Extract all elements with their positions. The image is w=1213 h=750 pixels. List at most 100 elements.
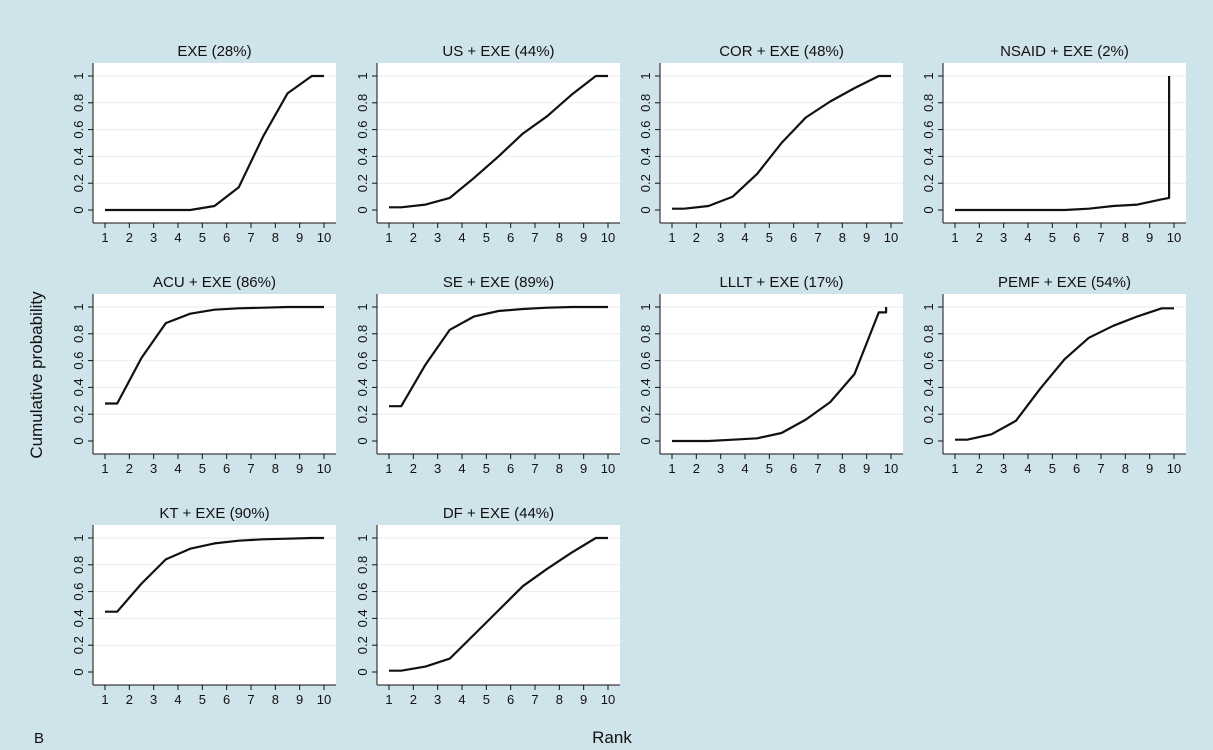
- x-tick-label: 8: [1122, 461, 1129, 476]
- y-tick-label: 0: [355, 437, 370, 444]
- x-tick-label: 7: [247, 461, 254, 476]
- y-tick-label: 0.6: [71, 583, 86, 601]
- series-line: [389, 305, 608, 408]
- x-tick-label: 5: [483, 230, 490, 245]
- x-tick-label: 2: [693, 461, 700, 476]
- x-tick-label: 9: [863, 230, 870, 245]
- x-tick-label: 6: [790, 230, 797, 245]
- y-tick-label: 0.2: [355, 636, 370, 654]
- x-tick-label: 1: [101, 230, 108, 245]
- x-tick-label: 5: [766, 230, 773, 245]
- x-tick-label: 9: [580, 230, 587, 245]
- y-tick-label: 0.8: [71, 94, 86, 112]
- y-tick-label: 1: [638, 72, 653, 79]
- y-tick-label: 0.6: [921, 121, 936, 139]
- x-tick-label: 9: [1146, 461, 1153, 476]
- y-tick-label: 0.8: [921, 325, 936, 343]
- x-tick-label: 10: [601, 692, 615, 707]
- series-line: [672, 74, 891, 210]
- plot-area: [93, 294, 336, 454]
- panel-letter: B: [34, 730, 44, 747]
- y-tick-label: 0.6: [638, 352, 653, 370]
- x-tick-label: 7: [531, 230, 538, 245]
- x-tick-label: 3: [1000, 230, 1007, 245]
- x-tick-label: 3: [434, 692, 441, 707]
- y-tick-label: 0.2: [921, 405, 936, 423]
- y-tick-label: 0.8: [638, 325, 653, 343]
- x-tick-label: 6: [1073, 230, 1080, 245]
- x-tick-label: 1: [951, 230, 958, 245]
- series-line: [672, 307, 888, 443]
- x-tick-label: 5: [199, 230, 206, 245]
- y-tick-label: 0.8: [921, 94, 936, 112]
- x-tick-label: 8: [839, 461, 846, 476]
- x-tick-label: 4: [1024, 461, 1031, 476]
- x-tick-label: 10: [317, 230, 331, 245]
- x-tick-label: 1: [101, 461, 108, 476]
- y-tick-label: 0: [355, 206, 370, 213]
- y-tick-label: 0: [638, 437, 653, 444]
- x-tick-label: 4: [1024, 230, 1031, 245]
- y-tick-label: 0.4: [638, 378, 653, 396]
- panel-title: LLLT + EXE (17%): [719, 274, 843, 291]
- x-tick-label: 2: [126, 230, 133, 245]
- x-tick-label: 6: [223, 692, 230, 707]
- x-tick-label: 8: [556, 692, 563, 707]
- y-tick-label: 0.2: [638, 405, 653, 423]
- plot-area: [943, 63, 1186, 223]
- x-tick-label: 4: [174, 461, 181, 476]
- y-tick-label: 0.2: [355, 405, 370, 423]
- x-tick-label: 9: [296, 692, 303, 707]
- y-tick-label: 0.4: [355, 378, 370, 396]
- x-tick-label: 1: [668, 461, 675, 476]
- plot-area: [943, 294, 1186, 454]
- panel-title: COR + EXE (48%): [719, 43, 844, 60]
- x-tick-label: 10: [601, 461, 615, 476]
- plot-area: [660, 294, 903, 454]
- panel-title: US + EXE (44%): [442, 43, 554, 60]
- chart-panel: SE + EXE (89%) 0 0.2 0.4 0.6 0.8 1 1 2 3 4 5 6 7 8 9 10: [355, 274, 620, 476]
- x-tick-label: 10: [1167, 461, 1181, 476]
- panel-title: NSAID + EXE (2%): [1000, 43, 1129, 60]
- series-line: [389, 536, 608, 672]
- y-tick-label: 0.4: [355, 609, 370, 627]
- y-tick-label: 0.8: [638, 94, 653, 112]
- x-tick-label: 2: [126, 692, 133, 707]
- chart-panel: LLLT + EXE (17%) 0 0.2 0.4 0.6 0.8 1 1 2 3 4 5 6 7 8 9 1…: [638, 274, 903, 476]
- panel-title: SE + EXE (89%): [443, 274, 554, 291]
- y-tick-label: 0.2: [638, 174, 653, 192]
- x-tick-label: 3: [150, 461, 157, 476]
- x-tick-label: 10: [884, 230, 898, 245]
- chart-panel: COR + EXE (48%) 0 0.2 0.4 0.6 0.8 1 1 2 3 4 5 6 7 8 9 10: [638, 43, 903, 245]
- y-tick-label: 0.6: [71, 352, 86, 370]
- x-tick-label: 6: [507, 230, 514, 245]
- series-line: [105, 536, 324, 613]
- x-tick-label: 10: [1167, 230, 1181, 245]
- x-tick-label: 2: [976, 230, 983, 245]
- x-tick-label: 4: [458, 461, 465, 476]
- plot-area: [93, 525, 336, 685]
- x-tick-label: 3: [717, 230, 724, 245]
- y-tick-label: 0: [921, 437, 936, 444]
- x-tick-label: 2: [410, 692, 417, 707]
- x-tick-label: 2: [410, 230, 417, 245]
- x-tick-label: 1: [101, 692, 108, 707]
- x-tick-label: 3: [1000, 461, 1007, 476]
- x-tick-label: 3: [434, 230, 441, 245]
- y-tick-label: 0.6: [638, 121, 653, 139]
- y-tick-label: 0.8: [355, 556, 370, 574]
- x-tick-label: 4: [741, 230, 748, 245]
- y-tick-label: 0: [71, 668, 86, 675]
- x-tick-label: 1: [668, 230, 675, 245]
- x-tick-label: 7: [814, 230, 821, 245]
- y-tick-label: 0.6: [921, 352, 936, 370]
- x-tick-label: 9: [580, 461, 587, 476]
- y-tick-label: 0.6: [355, 121, 370, 139]
- x-tick-label: 7: [1097, 230, 1104, 245]
- x-tick-label: 9: [296, 230, 303, 245]
- x-tick-label: 7: [247, 692, 254, 707]
- chart-panel: ACU + EXE (86%) 0 0.2 0.4 0.6 0.8 1 1 2 3 4 5 6 7 8 9 10: [71, 274, 336, 476]
- x-tick-label: 7: [247, 230, 254, 245]
- x-tick-label: 5: [1049, 230, 1056, 245]
